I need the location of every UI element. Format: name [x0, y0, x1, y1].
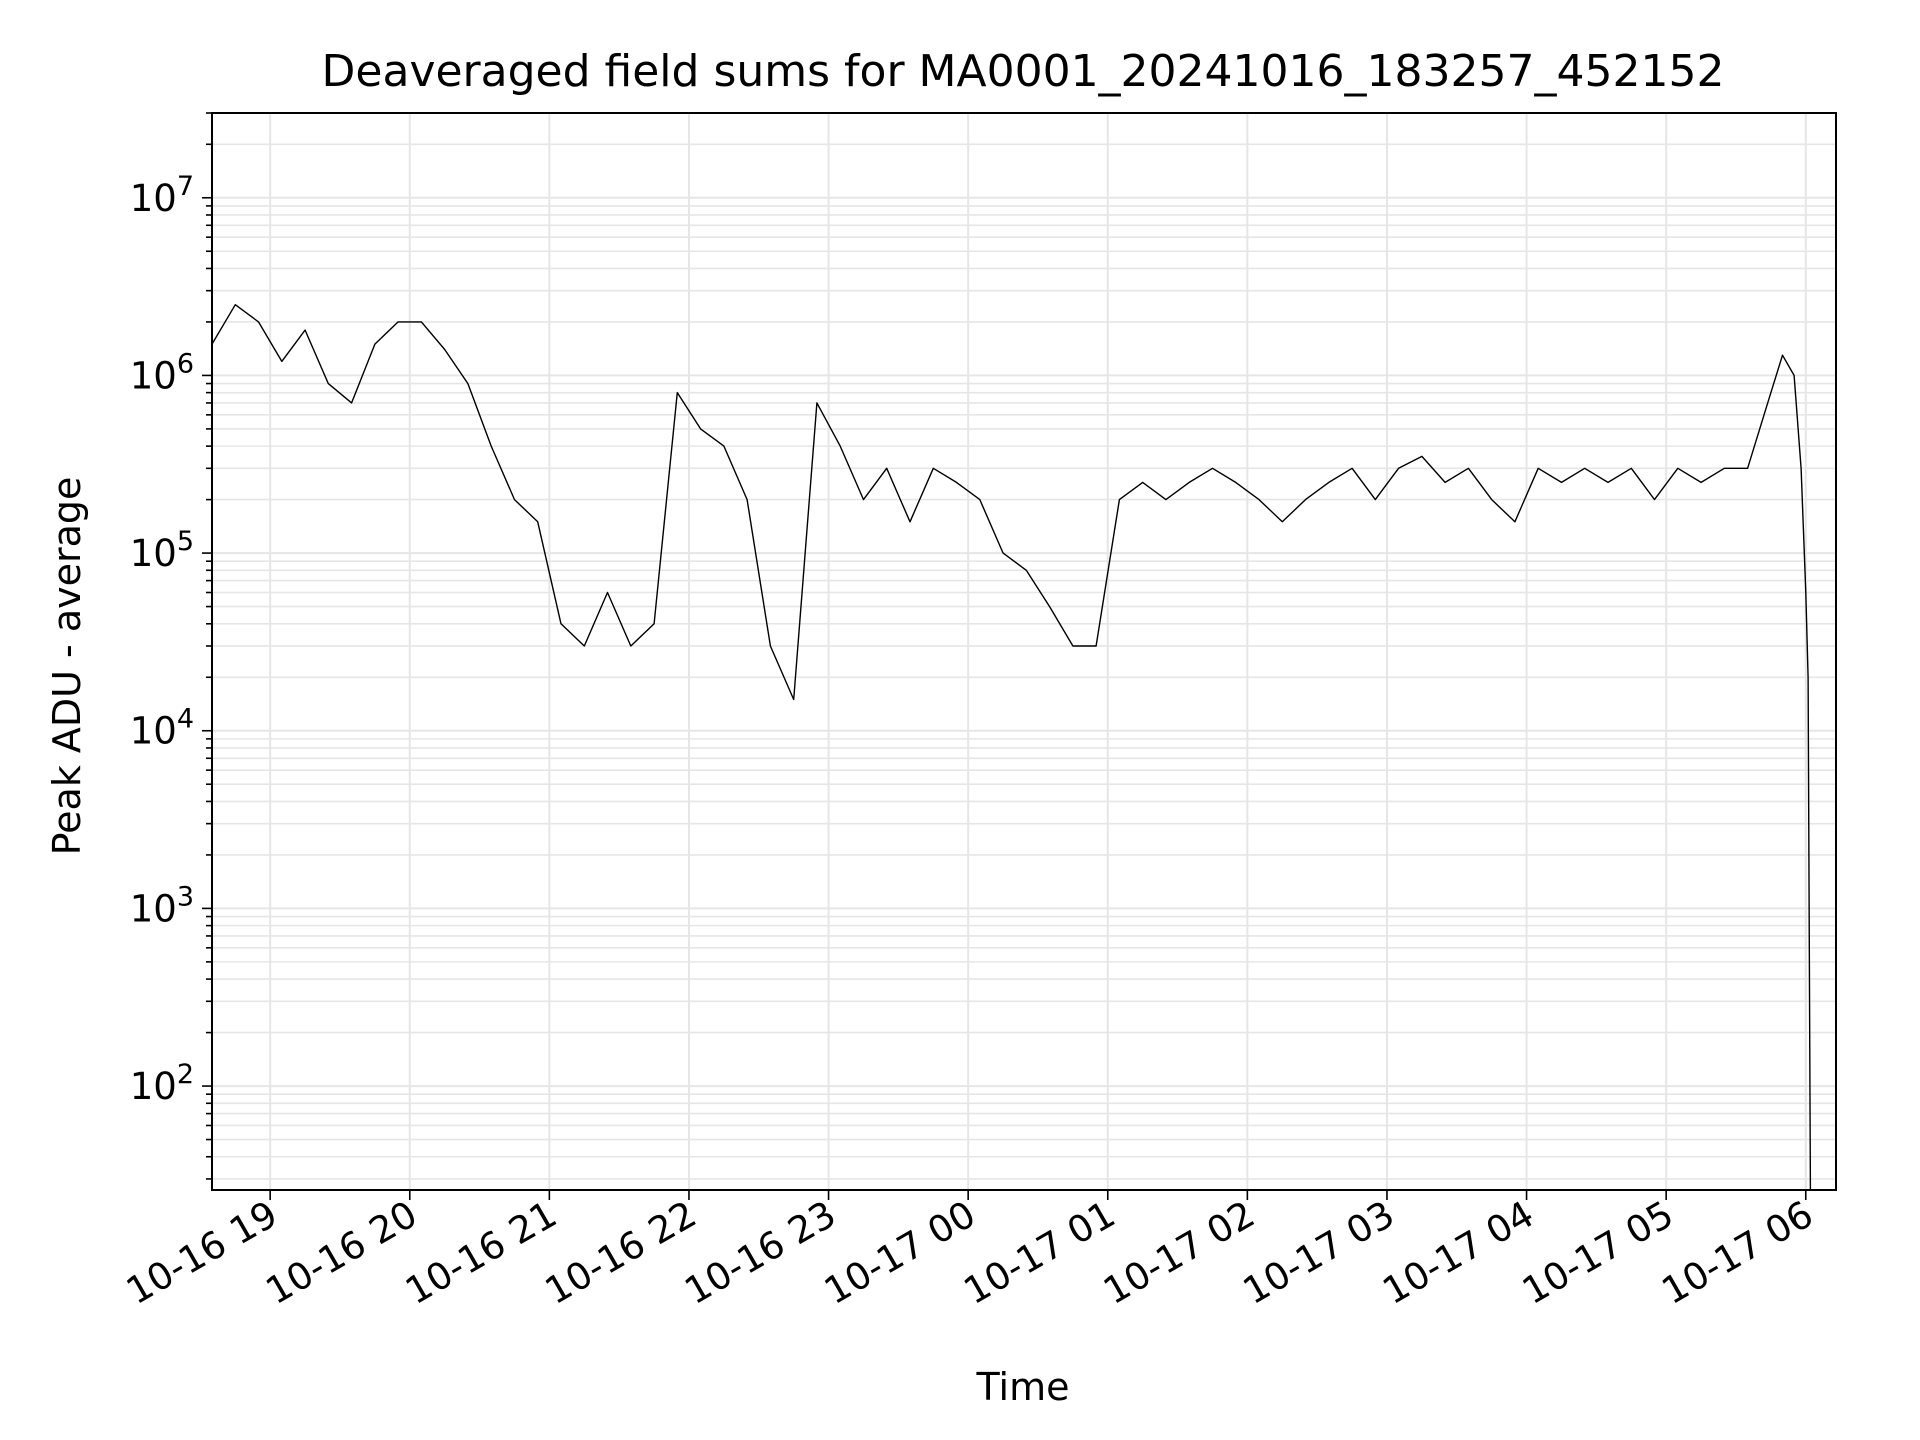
x-axis-label: Time: [976, 1365, 1070, 1409]
plot-frame: [211, 112, 1837, 1191]
y-tick-label: 103: [130, 881, 194, 930]
y-tick-label: 107: [130, 171, 194, 220]
y-tick-label: 104: [130, 704, 194, 753]
y-axis-label: Peak ADU - average: [45, 477, 89, 856]
y-tick-label: 102: [130, 1059, 194, 1108]
y-tick-label: 105: [130, 526, 194, 575]
series-line: [211, 304, 1812, 1191]
y-tick-label: 106: [130, 348, 194, 397]
series-line-layer: [211, 304, 1812, 1191]
chart-title: Deaveraged field sums for MA0001_2024101…: [322, 46, 1725, 97]
grid: [212, 112, 1836, 1190]
